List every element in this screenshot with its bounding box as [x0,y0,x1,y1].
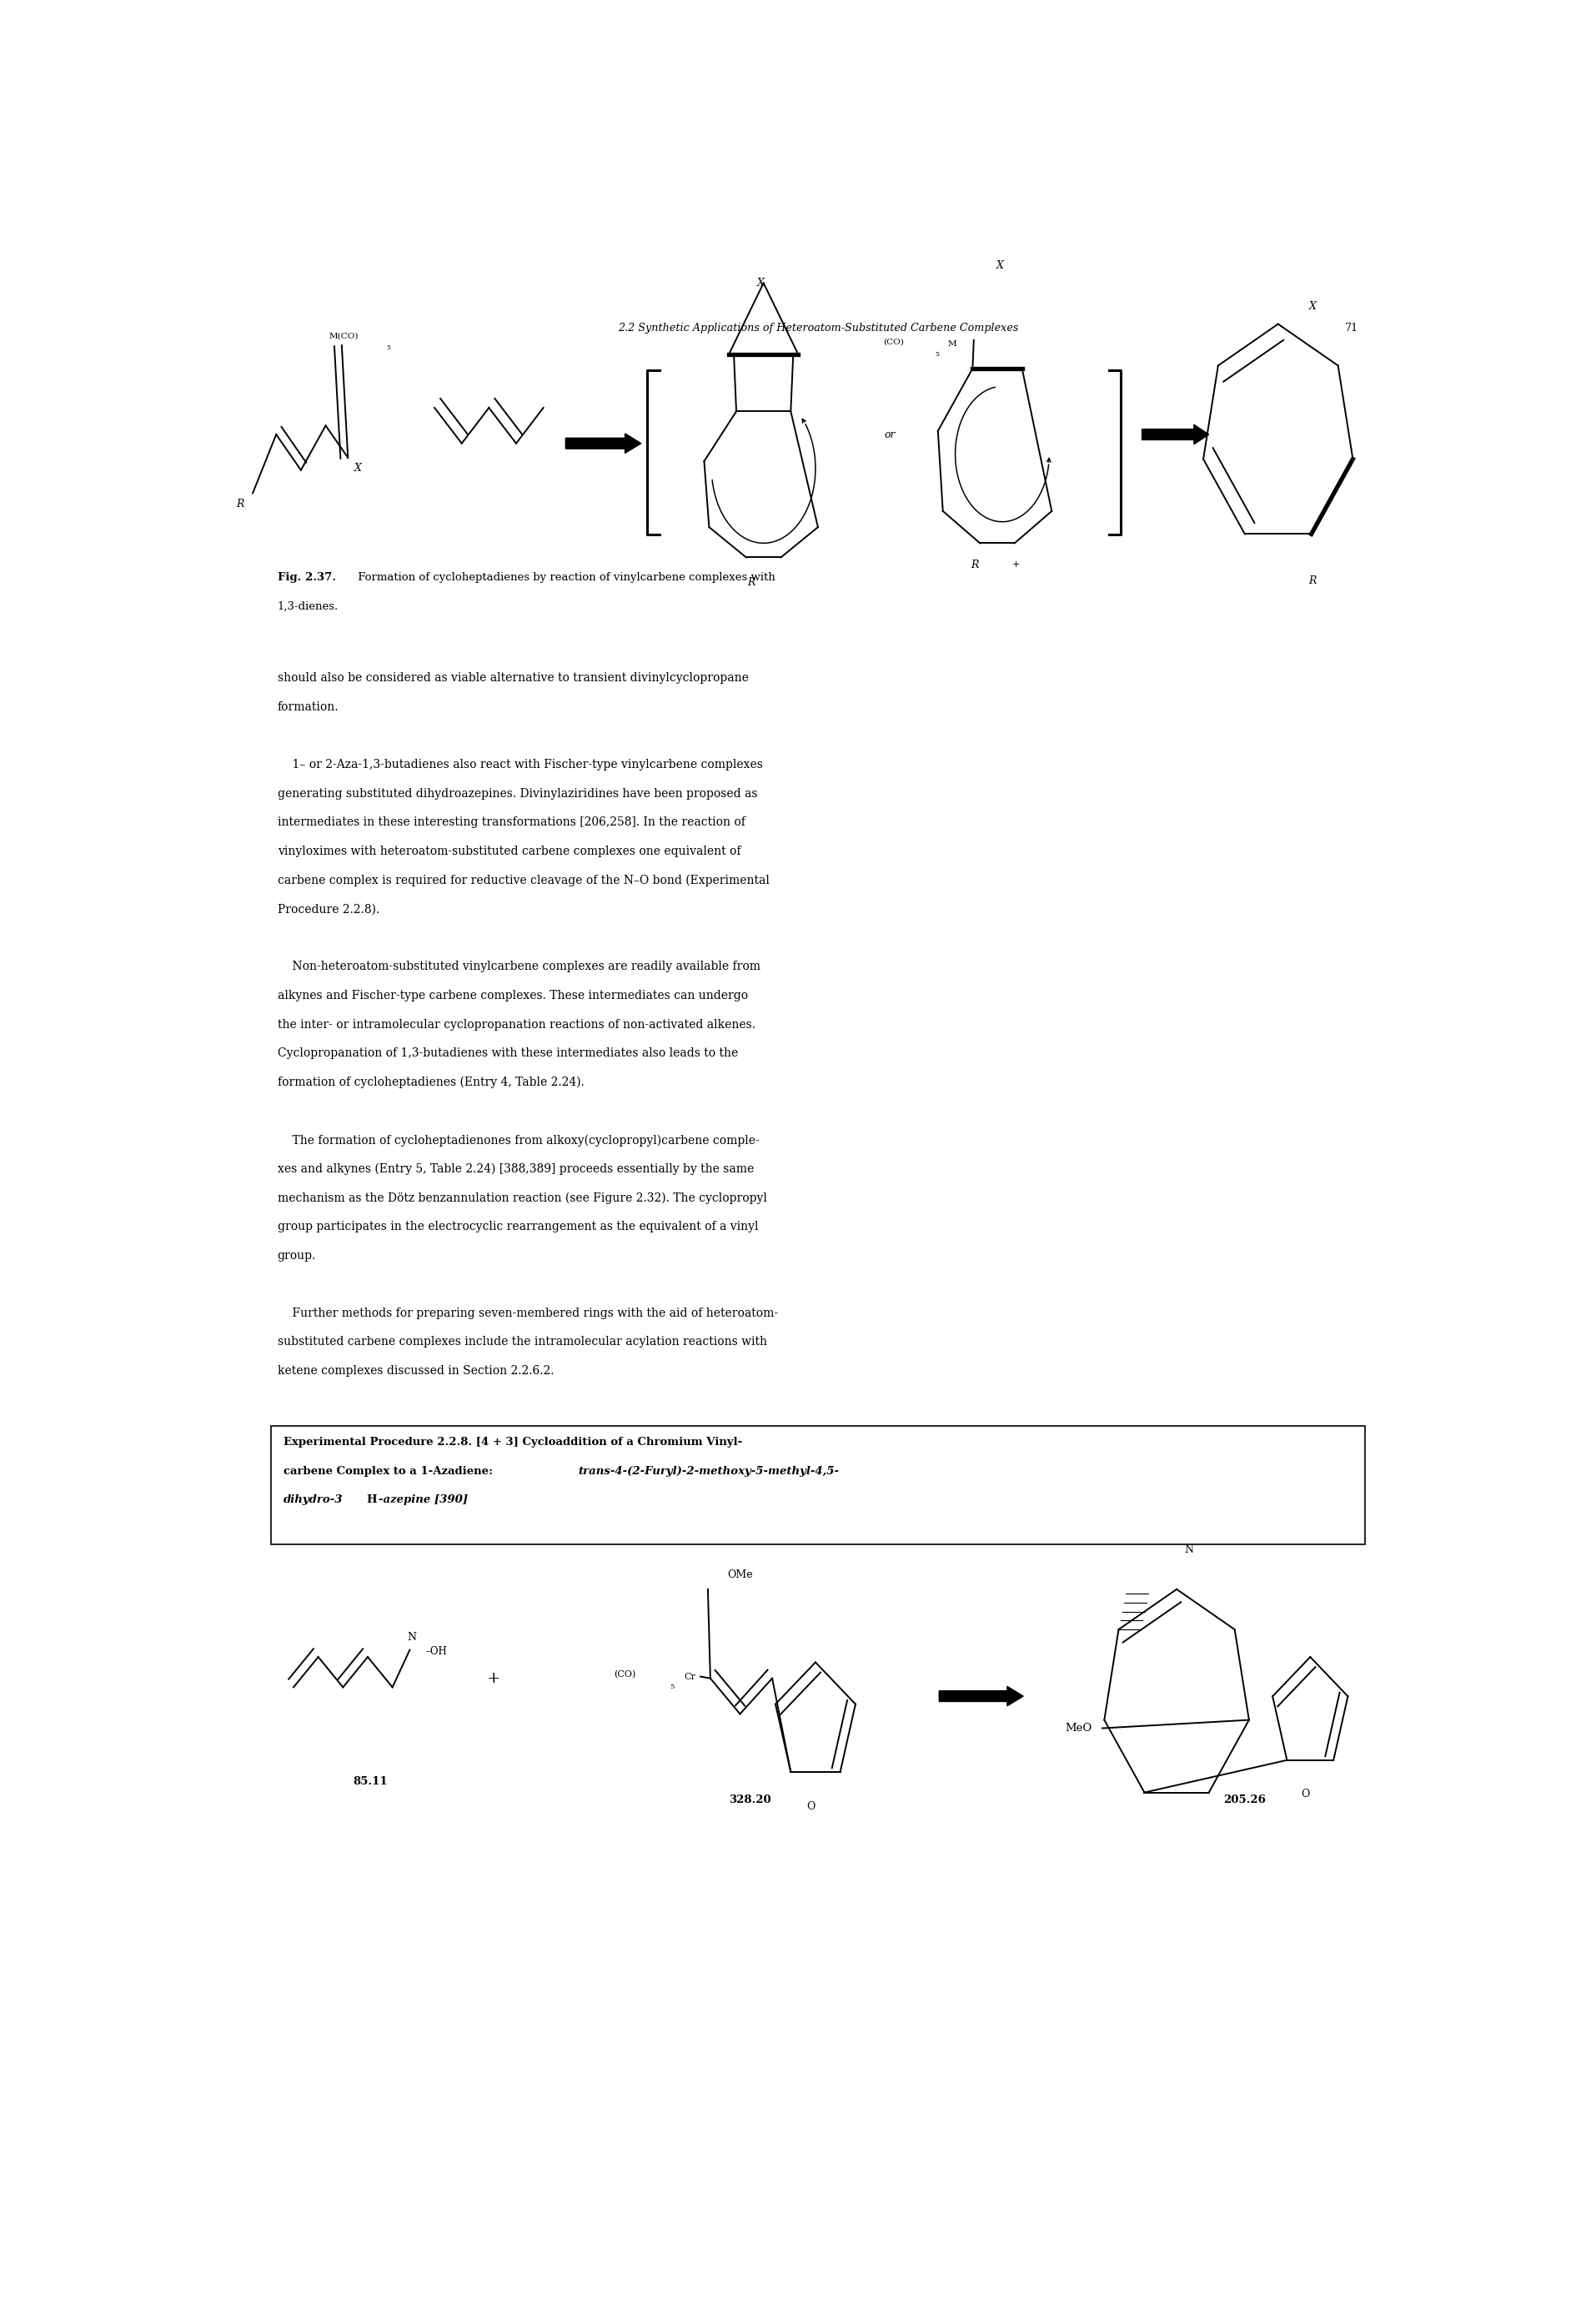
Text: M: M [948,340,956,347]
Text: 1,3-dienes.: 1,3-dienes. [278,602,338,611]
Text: vinyloximes with heteroatom-substituted carbene complexes one equivalent of: vinyloximes with heteroatom-substituted … [278,845,741,856]
Text: Procedure 2.2.8).: Procedure 2.2.8). [278,902,380,914]
Text: O: O [806,1800,816,1812]
Text: substituted carbene complexes include the intramolecular acylation reactions wit: substituted carbene complexes include th… [278,1335,768,1349]
Text: +: + [1012,560,1020,569]
Text: R: R [1309,576,1317,585]
Text: X: X [354,463,362,474]
Text: X: X [996,259,1004,271]
Text: the inter- or intramolecular cyclopropanation reactions of non-activated alkenes: the inter- or intramolecular cyclopropan… [278,1018,755,1030]
Text: N: N [1184,1546,1194,1555]
Text: (CO): (CO) [884,338,905,345]
Text: carbene complex is required for reductive cleavage of the N–O bond (Experimental: carbene complex is required for reductiv… [278,875,769,886]
Text: Non-heteroatom-substituted vinylcarbene complexes are readily available from: Non-heteroatom-substituted vinylcarbene … [278,960,760,972]
Text: 5: 5 [935,352,940,359]
Text: The formation of cycloheptadienones from alkoxy(cyclopropyl)carbene comple-: The formation of cycloheptadienones from… [278,1134,760,1145]
Text: alkynes and Fischer-type carbene complexes. These intermediates can undergo: alkynes and Fischer-type carbene complex… [278,990,749,1002]
Text: (CO): (CO) [614,1671,635,1680]
Text: Cyclopropanation of 1,3-butadienes with these intermediates also leads to the: Cyclopropanation of 1,3-butadienes with … [278,1048,737,1060]
FancyArrow shape [938,1687,1023,1705]
Text: group.: group. [278,1250,316,1261]
Text: or: or [884,428,895,440]
Text: N: N [407,1631,417,1643]
Text: H: H [367,1495,377,1506]
Text: 5: 5 [670,1685,674,1692]
Text: X: X [1309,301,1317,312]
Text: -azepine [390]: -azepine [390] [378,1495,468,1506]
Text: Formation of cycloheptadienes by reaction of vinylcarbene complexes with: Formation of cycloheptadienes by reactio… [354,572,776,583]
FancyArrow shape [565,433,642,454]
Text: 2.2 Synthetic Applications of Heteroatom-Substituted Carbene Complexes: 2.2 Synthetic Applications of Heteroatom… [618,324,1018,333]
Text: O: O [1301,1789,1310,1800]
FancyArrow shape [1143,426,1208,444]
Text: Cr: Cr [685,1673,696,1680]
FancyBboxPatch shape [271,1425,1365,1546]
Text: dihydro-3: dihydro-3 [284,1495,343,1506]
Text: R: R [747,576,755,588]
Text: MeO: MeO [1066,1724,1092,1733]
Text: 205.26: 205.26 [1224,1793,1266,1805]
Text: generating substituted dihydroazepines. Divinylaziridines have been proposed as: generating substituted dihydroazepines. … [278,787,758,798]
Text: M(CO): M(CO) [329,333,359,340]
Text: 85.11: 85.11 [353,1777,388,1786]
Text: intermediates in these interesting transformations [206,258]. In the reaction of: intermediates in these interesting trans… [278,817,745,828]
Text: X: X [758,278,764,289]
Text: Fig. 2.37.: Fig. 2.37. [278,572,335,583]
Text: R: R [236,498,244,509]
Text: –OH: –OH [426,1645,447,1657]
Text: Experimental Procedure 2.2.8. [4 + 3] Cycloaddition of a Chromium Vinyl-: Experimental Procedure 2.2.8. [4 + 3] Cy… [284,1437,742,1449]
Text: formation of cycloheptadienes (Entry 4, Table 2.24).: formation of cycloheptadienes (Entry 4, … [278,1076,584,1088]
Text: trans-4-(2-Furyl)-2-methoxy-5-methyl-4,5-: trans-4-(2-Furyl)-2-methoxy-5-methyl-4,5… [578,1465,839,1476]
Text: carbene Complex to a 1-Azadiene:: carbene Complex to a 1-Azadiene: [284,1465,496,1476]
Text: 5: 5 [386,345,391,352]
Text: should also be considered as viable alternative to transient divinylcyclopropane: should also be considered as viable alte… [278,673,749,685]
Text: mechanism as the Dötz benzannulation reaction (see Figure 2.32). The cyclopropyl: mechanism as the Dötz benzannulation rea… [278,1192,766,1203]
Text: formation.: formation. [278,701,338,713]
Text: 328.20: 328.20 [729,1793,771,1805]
Text: +: + [487,1671,501,1687]
Text: 71: 71 [1345,324,1358,333]
Text: ketene complexes discussed in Section 2.2.6.2.: ketene complexes discussed in Section 2.… [278,1365,554,1377]
Text: R: R [970,560,978,569]
Text: OMe: OMe [728,1569,753,1580]
Text: 1– or 2-Aza-1,3-butadienes also react with Fischer-type vinylcarbene complexes: 1– or 2-Aza-1,3-butadienes also react wi… [278,759,763,771]
Text: xes and alkynes (Entry 5, Table 2.24) [388,389] proceeds essentially by the same: xes and alkynes (Entry 5, Table 2.24) [3… [278,1164,753,1176]
Text: group participates in the electrocyclic rearrangement as the equivalent of a vin: group participates in the electrocyclic … [278,1222,758,1233]
Text: Further methods for preparing seven-membered rings with the aid of heteroatom-: Further methods for preparing seven-memb… [278,1307,777,1319]
